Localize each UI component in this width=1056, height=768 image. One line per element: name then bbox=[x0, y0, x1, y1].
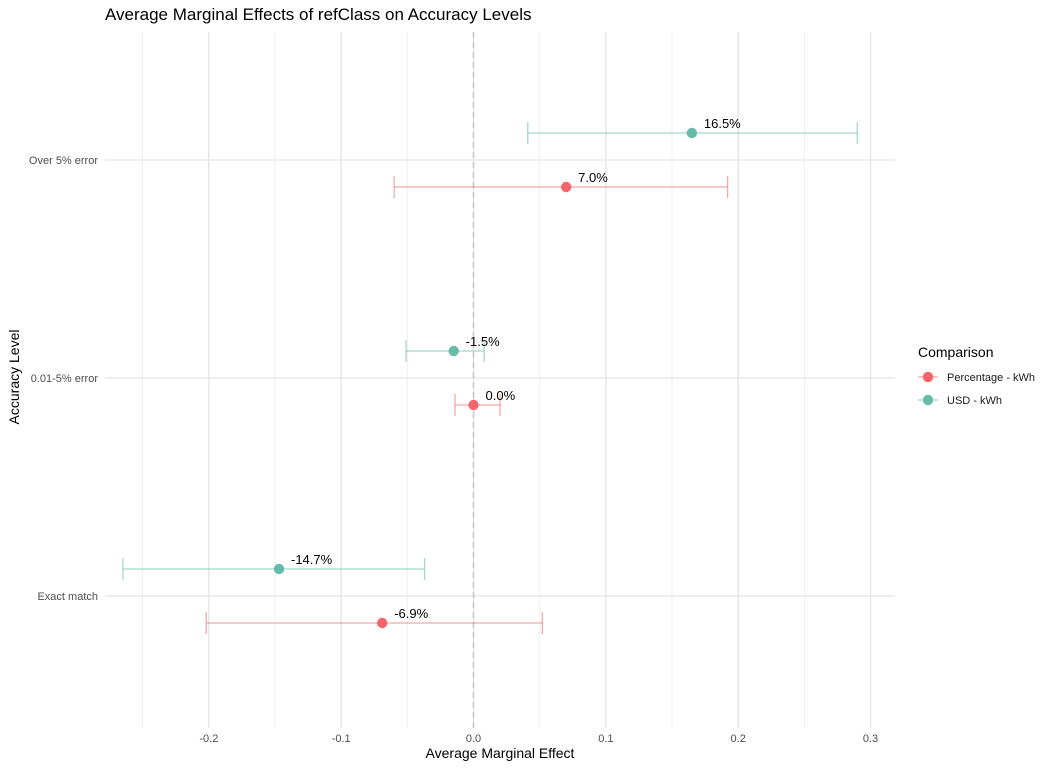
x-tick-label: -0.1 bbox=[332, 733, 351, 745]
x-tick-label: 0.0 bbox=[466, 733, 481, 745]
data-label: 0.0% bbox=[486, 388, 516, 403]
x-axis-title: Average Marginal Effect bbox=[426, 745, 575, 761]
error-bars bbox=[122, 122, 858, 634]
y-tick-label: Exact match bbox=[37, 591, 98, 603]
legend-key-point bbox=[922, 394, 934, 406]
data-label: -6.9% bbox=[394, 606, 428, 621]
x-tick-label: 0.3 bbox=[863, 733, 878, 745]
data-point bbox=[377, 617, 388, 629]
legend-key-point bbox=[922, 371, 934, 383]
data-label: -14.7% bbox=[291, 552, 333, 567]
legend-title: Comparison bbox=[918, 344, 993, 360]
data-point bbox=[273, 563, 285, 575]
data-label: -1.5% bbox=[466, 334, 500, 349]
legend-label: Percentage - kWh bbox=[947, 372, 1035, 384]
data-label: 7.0% bbox=[578, 170, 608, 185]
data-points bbox=[273, 127, 698, 629]
error-bar bbox=[122, 558, 426, 580]
y-axis-ticks: Exact match 0.01-5% error Over 5% error bbox=[29, 155, 98, 603]
data-point bbox=[448, 345, 459, 357]
x-axis-ticks: -0.2 -0.1 0.0 0.1 0.2 0.3 bbox=[199, 733, 878, 745]
legend-label: USD - kWh bbox=[947, 395, 1002, 407]
error-bar bbox=[393, 176, 729, 198]
legend: Comparison Percentage - kWh USD - kWh bbox=[918, 344, 1035, 407]
y-tick-label: Over 5% error bbox=[29, 155, 98, 167]
data-point bbox=[560, 181, 572, 193]
data-label: 16.5% bbox=[704, 116, 741, 131]
data-point bbox=[468, 399, 479, 411]
data-point bbox=[686, 127, 698, 139]
y-tick-label: 0.01-5% error bbox=[31, 373, 99, 385]
error-bar bbox=[405, 340, 485, 362]
x-tick-label: 0.1 bbox=[598, 733, 613, 745]
data-labels: -6.9% 0.0% 7.0% -14.7% -1.5% 16.5% bbox=[291, 116, 741, 621]
x-tick-label: 0.2 bbox=[731, 733, 746, 745]
y-axis-title: Accuracy Level bbox=[6, 330, 22, 425]
x-tick-label: -0.2 bbox=[199, 733, 218, 745]
error-bar bbox=[205, 612, 543, 634]
grid bbox=[105, 32, 895, 728]
chart-title: Average Marginal Effects of refClass on … bbox=[105, 5, 531, 24]
